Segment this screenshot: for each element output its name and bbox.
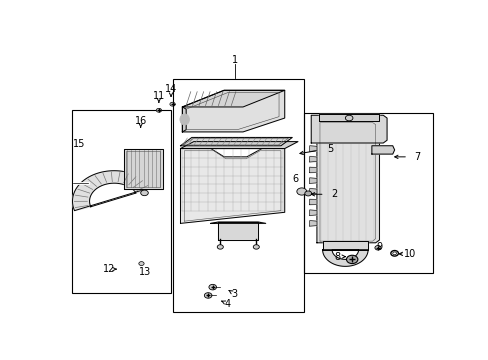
- Circle shape: [346, 255, 357, 264]
- Polygon shape: [309, 157, 316, 162]
- Polygon shape: [218, 222, 258, 240]
- Polygon shape: [318, 114, 379, 121]
- Text: 10: 10: [403, 249, 415, 259]
- Bar: [72, 110, 171, 293]
- Polygon shape: [322, 242, 367, 250]
- Polygon shape: [309, 178, 316, 183]
- Polygon shape: [182, 90, 284, 132]
- Text: 4: 4: [224, 299, 230, 309]
- Polygon shape: [180, 138, 292, 146]
- Polygon shape: [309, 167, 316, 173]
- Circle shape: [253, 245, 259, 249]
- Circle shape: [139, 262, 144, 266]
- Circle shape: [204, 293, 211, 298]
- Text: 2: 2: [330, 189, 336, 199]
- Polygon shape: [180, 141, 297, 149]
- Text: 11: 11: [152, 91, 164, 101]
- Text: 9: 9: [376, 242, 382, 252]
- Text: 15: 15: [73, 139, 85, 149]
- Polygon shape: [322, 250, 367, 266]
- Circle shape: [156, 108, 161, 112]
- Circle shape: [169, 102, 175, 106]
- Text: 7: 7: [413, 152, 420, 162]
- Circle shape: [141, 190, 148, 195]
- Polygon shape: [309, 210, 316, 215]
- Text: 6: 6: [292, 174, 298, 184]
- Polygon shape: [311, 115, 386, 143]
- Polygon shape: [309, 221, 316, 226]
- Text: 13: 13: [139, 267, 151, 277]
- Circle shape: [374, 246, 380, 250]
- Text: 8: 8: [334, 252, 340, 262]
- Circle shape: [217, 245, 223, 249]
- Text: 14: 14: [164, 84, 177, 94]
- Ellipse shape: [180, 114, 189, 125]
- Text: 3: 3: [231, 289, 237, 299]
- Polygon shape: [180, 149, 284, 223]
- Polygon shape: [371, 146, 394, 154]
- Text: 1: 1: [232, 55, 238, 65]
- Bar: [173, 79, 303, 312]
- Polygon shape: [309, 146, 316, 151]
- Circle shape: [208, 284, 216, 290]
- Text: 5: 5: [326, 144, 333, 153]
- Polygon shape: [309, 189, 316, 194]
- Circle shape: [345, 115, 352, 121]
- Circle shape: [304, 191, 311, 196]
- Polygon shape: [316, 121, 379, 243]
- Polygon shape: [309, 199, 316, 205]
- Polygon shape: [210, 222, 265, 223]
- Circle shape: [296, 188, 306, 195]
- Polygon shape: [182, 107, 186, 132]
- Text: 16: 16: [134, 116, 146, 126]
- Polygon shape: [72, 171, 151, 211]
- Polygon shape: [182, 90, 284, 107]
- Text: 12: 12: [103, 264, 116, 274]
- Polygon shape: [123, 149, 163, 189]
- Bar: [126, 151, 160, 187]
- Bar: [303, 112, 432, 273]
